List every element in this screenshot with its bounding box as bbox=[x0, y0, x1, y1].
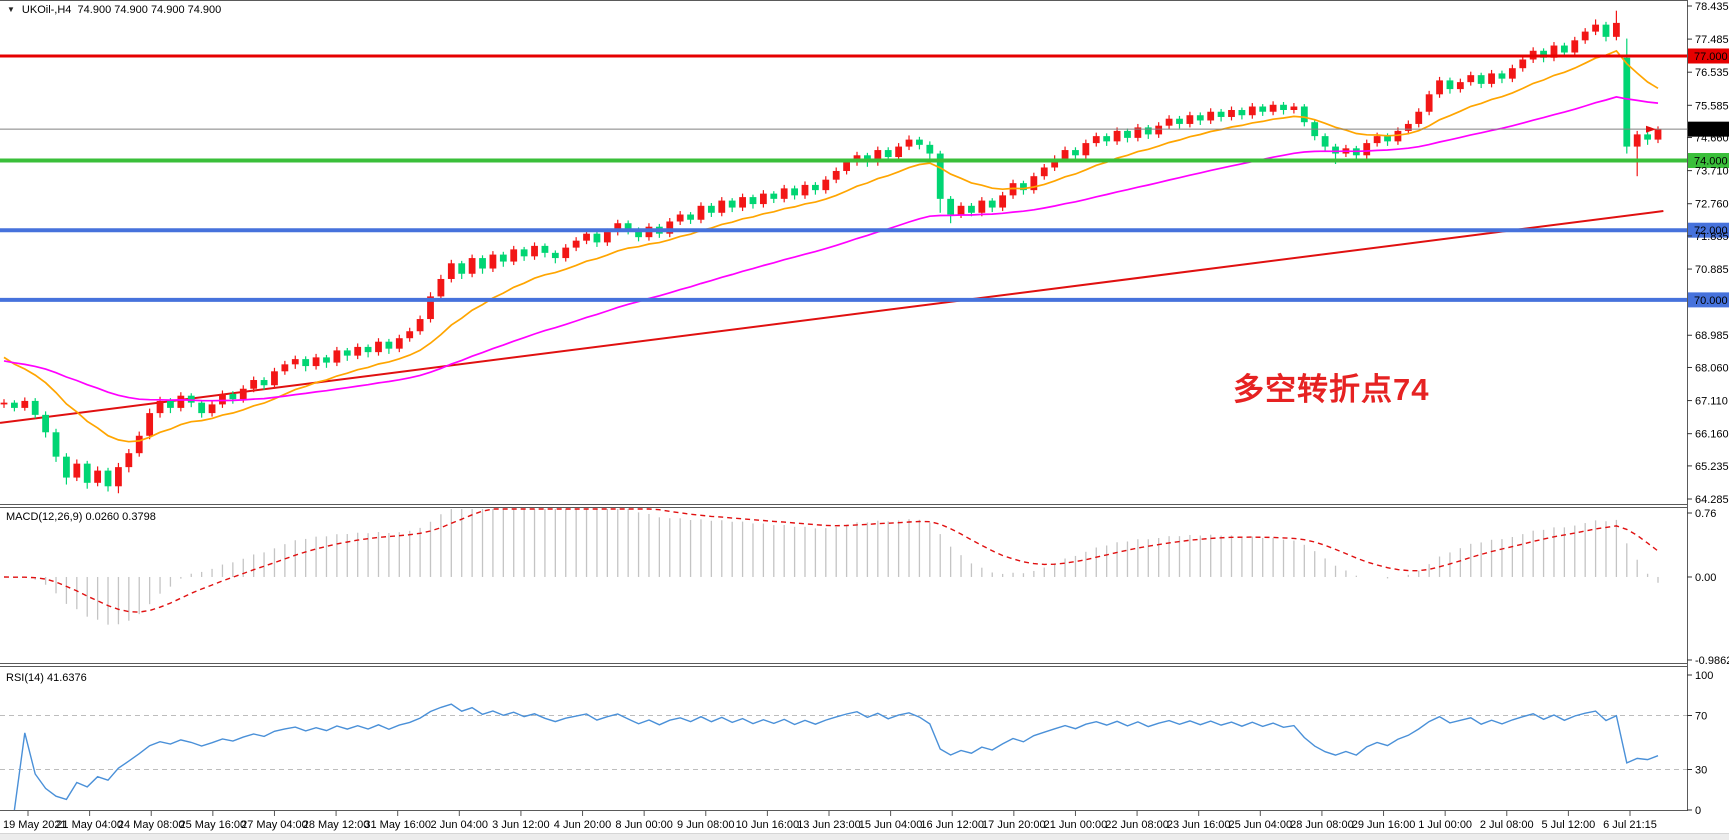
rsi-line bbox=[13, 703, 1659, 811]
symbol-quote-text: UKOil-,H4 74.900 74.900 74.900 74.900 bbox=[21, 4, 222, 16]
svg-text:1 Jul 00:00: 1 Jul 00:00 bbox=[1418, 819, 1472, 831]
svg-text:25 Jun 04:00: 25 Jun 04:00 bbox=[1228, 819, 1292, 831]
svg-text:29 Jun 16:00: 29 Jun 16:00 bbox=[1352, 819, 1416, 831]
svg-text:77.000: 77.000 bbox=[1694, 51, 1728, 63]
svg-text:28 May 12:00: 28 May 12:00 bbox=[303, 819, 370, 831]
svg-text:70: 70 bbox=[1695, 711, 1707, 723]
price-axis[interactable]: 77.000 74.000 72.000 70.000 74.900 78.435 77.4… bbox=[1687, 1, 1729, 506]
svg-text:70.885: 70.885 bbox=[1695, 264, 1729, 276]
svg-text:17 Jun 20:00: 17 Jun 20:00 bbox=[982, 819, 1046, 831]
svg-text:68.985: 68.985 bbox=[1695, 330, 1729, 342]
svg-text:74.000: 74.000 bbox=[1694, 156, 1728, 168]
svg-text:65.235: 65.235 bbox=[1695, 461, 1729, 473]
macd-signal-line bbox=[3, 508, 1659, 613]
ma-slow-line bbox=[3, 96, 1659, 402]
svg-text:22 Jun 08:00: 22 Jun 08:00 bbox=[1105, 819, 1169, 831]
svg-text:15 Jun 04:00: 15 Jun 04:00 bbox=[859, 819, 923, 831]
svg-text:77.485: 77.485 bbox=[1695, 34, 1729, 46]
svg-text:2 Jul 08:00: 2 Jul 08:00 bbox=[1480, 819, 1534, 831]
svg-text:30: 30 bbox=[1695, 765, 1707, 777]
svg-text:0.76: 0.76 bbox=[1695, 508, 1716, 520]
svg-text:0: 0 bbox=[1695, 805, 1701, 817]
chevron-down-icon[interactable]: ▼ bbox=[7, 5, 15, 14]
svg-text:74.660: 74.660 bbox=[1695, 133, 1729, 145]
svg-text:-0.9862: -0.9862 bbox=[1695, 655, 1729, 667]
current-price-marker bbox=[1646, 125, 1656, 133]
macd-indicator-label: MACD(12,26,9) 0.0260 0.3798 bbox=[6, 511, 156, 523]
symbol-bar: ▼ UKOil-,H4 74.900 74.900 74.900 74.900 bbox=[7, 4, 221, 16]
svg-text:8 Jun 00:00: 8 Jun 00:00 bbox=[615, 819, 673, 831]
svg-text:70.000: 70.000 bbox=[1694, 295, 1728, 307]
svg-text:66.160: 66.160 bbox=[1695, 429, 1729, 441]
svg-text:74.900: 74.900 bbox=[1694, 124, 1728, 136]
svg-text:25 May 16:00: 25 May 16:00 bbox=[180, 819, 247, 831]
svg-text:21 May 04:00: 21 May 04:00 bbox=[56, 819, 123, 831]
svg-text:0.00: 0.00 bbox=[1695, 572, 1716, 584]
svg-text:23 Jun 16:00: 23 Jun 16:00 bbox=[1167, 819, 1231, 831]
current-price bbox=[0, 125, 1687, 133]
macd-pane: 0.76 0.00 -0.9862 bbox=[3, 508, 1729, 667]
rsi-indicator-label: RSI(14) 41.6376 bbox=[6, 672, 87, 684]
svg-text:100: 100 bbox=[1695, 670, 1713, 682]
svg-text:5 Jul 12:00: 5 Jul 12:00 bbox=[1541, 819, 1595, 831]
svg-text:3 Jun 12:00: 3 Jun 12:00 bbox=[492, 819, 550, 831]
svg-text:21 Jun 00:00: 21 Jun 00:00 bbox=[1044, 819, 1108, 831]
svg-text:27 May 04:00: 27 May 04:00 bbox=[241, 819, 308, 831]
svg-text:76.535: 76.535 bbox=[1695, 67, 1729, 79]
svg-text:6 Jul 21:15: 6 Jul 21:15 bbox=[1603, 819, 1657, 831]
trendline[interactable] bbox=[0, 210, 1664, 424]
svg-text:72.760: 72.760 bbox=[1695, 199, 1729, 211]
price-levels bbox=[0, 54, 1687, 302]
svg-text:64.285: 64.285 bbox=[1695, 494, 1729, 506]
svg-text:31 May 16:00: 31 May 16:00 bbox=[364, 819, 431, 831]
svg-text:71.835: 71.835 bbox=[1695, 231, 1729, 243]
svg-text:2 Jun 04:00: 2 Jun 04:00 bbox=[431, 819, 489, 831]
svg-text:4 Jun 20:00: 4 Jun 20:00 bbox=[554, 819, 612, 831]
svg-text:73.710: 73.710 bbox=[1695, 166, 1729, 178]
svg-text:16 Jun 12:00: 16 Jun 12:00 bbox=[920, 819, 984, 831]
svg-text:9 Jun 08:00: 9 Jun 08:00 bbox=[677, 819, 735, 831]
rsi-pane: 100 70 30 0 bbox=[0, 670, 1713, 817]
svg-text:10 Jun 16:00: 10 Jun 16:00 bbox=[736, 819, 800, 831]
svg-text:72.000: 72.000 bbox=[1694, 225, 1728, 237]
annotation-text: 多空转折点74 bbox=[1233, 372, 1430, 407]
svg-text:75.585: 75.585 bbox=[1695, 100, 1729, 112]
svg-text:78.435: 78.435 bbox=[1695, 1, 1729, 13]
svg-text:13 Jun 23:00: 13 Jun 23:00 bbox=[797, 819, 861, 831]
candlesticks bbox=[0, 10, 1662, 494]
svg-text:24 May 08:00: 24 May 08:00 bbox=[118, 819, 185, 831]
svg-text:68.060: 68.060 bbox=[1695, 362, 1729, 374]
svg-text:67.110: 67.110 bbox=[1695, 396, 1728, 408]
svg-text:28 Jun 08:00: 28 Jun 08:00 bbox=[1290, 819, 1354, 831]
svg-text:19 May 2021: 19 May 2021 bbox=[3, 819, 67, 831]
